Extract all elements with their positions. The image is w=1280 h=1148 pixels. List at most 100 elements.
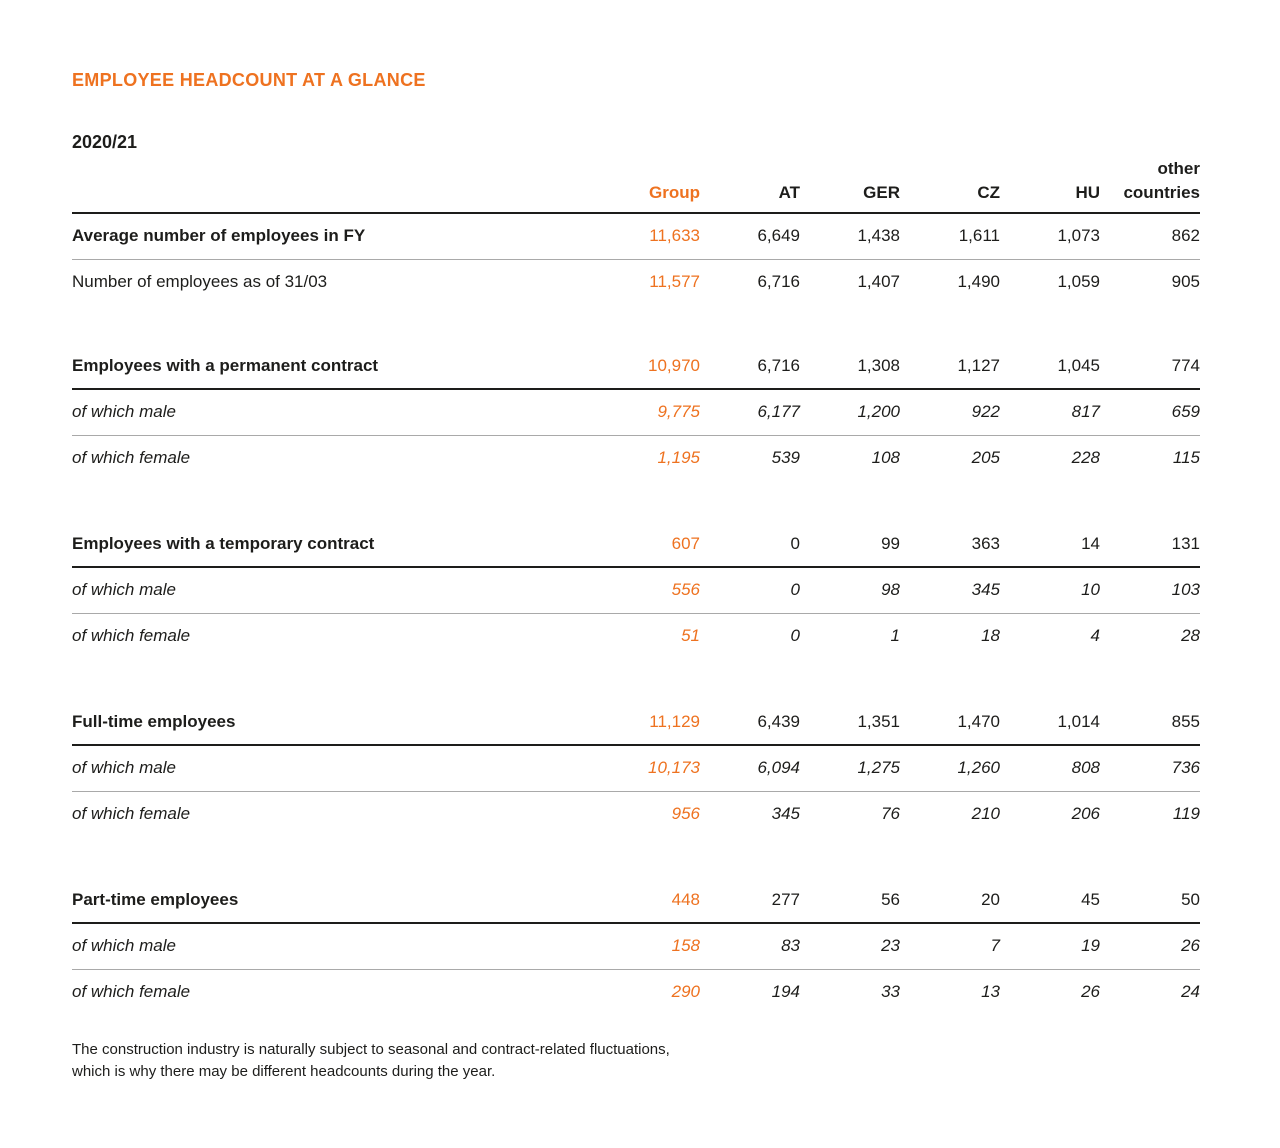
column-header-other-countries: other countries (1100, 151, 1200, 214)
value-cell: 210 (971, 804, 1000, 824)
column-header-group: Group (560, 151, 700, 214)
value-cell: 33 (881, 982, 900, 1002)
row-label: Full-time employees (72, 699, 560, 746)
page-title: EMPLOYEE HEADCOUNT AT A GLANCE (72, 70, 426, 90)
row-label: of which male (72, 923, 560, 970)
value-cell: 1,308 (800, 343, 900, 390)
value-cell: 115 (1172, 448, 1200, 468)
value-cell: 905 (1171, 272, 1200, 292)
value-cell: 862 (1100, 213, 1200, 260)
value-cell: 108 (871, 448, 900, 468)
value-cell: 1,407 (857, 272, 900, 292)
value-cell: 1,073 (1000, 213, 1100, 260)
table-block: EMPLOYEE HEADCOUNT AT A GLANCE 2020/21 G… (72, 71, 1200, 1083)
value-cell: 26 (1100, 923, 1200, 970)
section-gap (72, 659, 1200, 699)
value-cell: 4 (1090, 626, 1100, 646)
table-row: of which female 956 345 76 210 206 119 (72, 791, 1200, 837)
value-cell: 0 (700, 521, 800, 568)
column-header-ger: GER (800, 151, 900, 214)
value-cell: 0 (790, 626, 800, 646)
value-cell: 345 (771, 804, 800, 824)
table-row: Employees with a temporary contract 607 … (72, 521, 1200, 568)
value-cell: 607 (560, 521, 700, 568)
value-cell: 228 (1071, 448, 1100, 468)
value-cell: 50 (1100, 877, 1200, 924)
value-cell: 0 (700, 567, 800, 614)
value-cell: 659 (1100, 389, 1200, 436)
table-row: of which male 9,775 6,177 1,200 922 817 … (72, 389, 1200, 436)
value-cell: 158 (560, 923, 700, 970)
value-cell: 45 (1000, 877, 1100, 924)
value-cell: 10 (1000, 567, 1100, 614)
value-cell: 345 (900, 567, 1000, 614)
value-cell: 922 (900, 389, 1000, 436)
value-cell: 76 (881, 804, 900, 824)
footnote-line-1: The construction industry is naturally s… (72, 1041, 670, 1058)
row-label: Number of employees as of 31/03 (72, 272, 328, 292)
value-cell: 7 (900, 923, 1000, 970)
value-cell: 1,438 (800, 213, 900, 260)
value-cell: 23 (800, 923, 900, 970)
value-cell: 131 (1100, 521, 1200, 568)
value-cell: 51 (681, 626, 700, 646)
value-cell: 956 (671, 804, 700, 824)
value-cell: 855 (1100, 699, 1200, 746)
value-cell: 808 (1000, 745, 1100, 792)
value-cell: 363 (900, 521, 1000, 568)
footnote: The construction industry is naturally s… (72, 1039, 1200, 1083)
value-cell: 774 (1100, 343, 1200, 390)
value-cell: 28 (1181, 626, 1200, 646)
value-cell: 1,200 (800, 389, 900, 436)
section-gap (72, 481, 1200, 521)
table-row: of which female 1,195 539 108 205 228 11… (72, 435, 1200, 481)
value-cell: 1,059 (1057, 272, 1100, 292)
value-cell: 83 (700, 923, 800, 970)
table-row: of which male 10,173 6,094 1,275 1,260 8… (72, 745, 1200, 792)
value-cell: 277 (700, 877, 800, 924)
value-cell: 20 (900, 877, 1000, 924)
row-label: of which female (72, 626, 191, 646)
value-cell: 98 (800, 567, 900, 614)
value-cell: 10,173 (560, 745, 700, 792)
value-cell: 736 (1100, 745, 1200, 792)
value-cell: 1,045 (1000, 343, 1100, 390)
value-cell: 11,129 (560, 699, 700, 746)
value-cell: 1,490 (957, 272, 1000, 292)
row-label: of which male (72, 389, 560, 436)
value-cell: 99 (800, 521, 900, 568)
value-cell: 19 (1000, 923, 1100, 970)
row-label: Employees with a permanent contract (72, 343, 560, 390)
value-cell: 14 (1000, 521, 1100, 568)
section-gap (72, 305, 1200, 343)
table-row: of which male 158 83 23 7 19 26 (72, 923, 1200, 970)
table-row: of which female 51 0 1 18 4 28 (72, 613, 1200, 659)
value-cell: 1,275 (800, 745, 900, 792)
table-row: Number of employees as of 31/03 11,577 6… (72, 259, 1200, 305)
row-label: Employees with a temporary contract (72, 521, 560, 568)
footnote-line-2: which is why there may be different head… (72, 1063, 496, 1080)
value-cell: 539 (771, 448, 800, 468)
row-label: of which male (72, 567, 560, 614)
value-cell: 6,716 (757, 272, 800, 292)
table-row: of which female 290 194 33 13 26 24 (72, 969, 1200, 1015)
value-cell: 56 (800, 877, 900, 924)
value-cell: 1,014 (1000, 699, 1100, 746)
value-cell: 817 (1000, 389, 1100, 436)
value-cell: 13 (981, 982, 1000, 1002)
table-header-row: Group AT GER CZ HU other countries (72, 151, 1200, 214)
value-cell: 556 (560, 567, 700, 614)
value-cell: 290 (671, 982, 700, 1002)
value-cell: 6,094 (700, 745, 800, 792)
value-cell: 194 (771, 982, 800, 1002)
period-label: 2020/21 (72, 132, 138, 152)
value-cell: 6,716 (700, 343, 800, 390)
value-cell: 119 (1172, 804, 1200, 824)
value-cell: 1,127 (900, 343, 1000, 390)
value-cell: 6,439 (700, 699, 800, 746)
value-cell: 6,177 (700, 389, 800, 436)
row-label: Part-time employees (72, 877, 560, 924)
value-cell: 26 (1081, 982, 1100, 1002)
column-header-hu: HU (1000, 151, 1100, 214)
